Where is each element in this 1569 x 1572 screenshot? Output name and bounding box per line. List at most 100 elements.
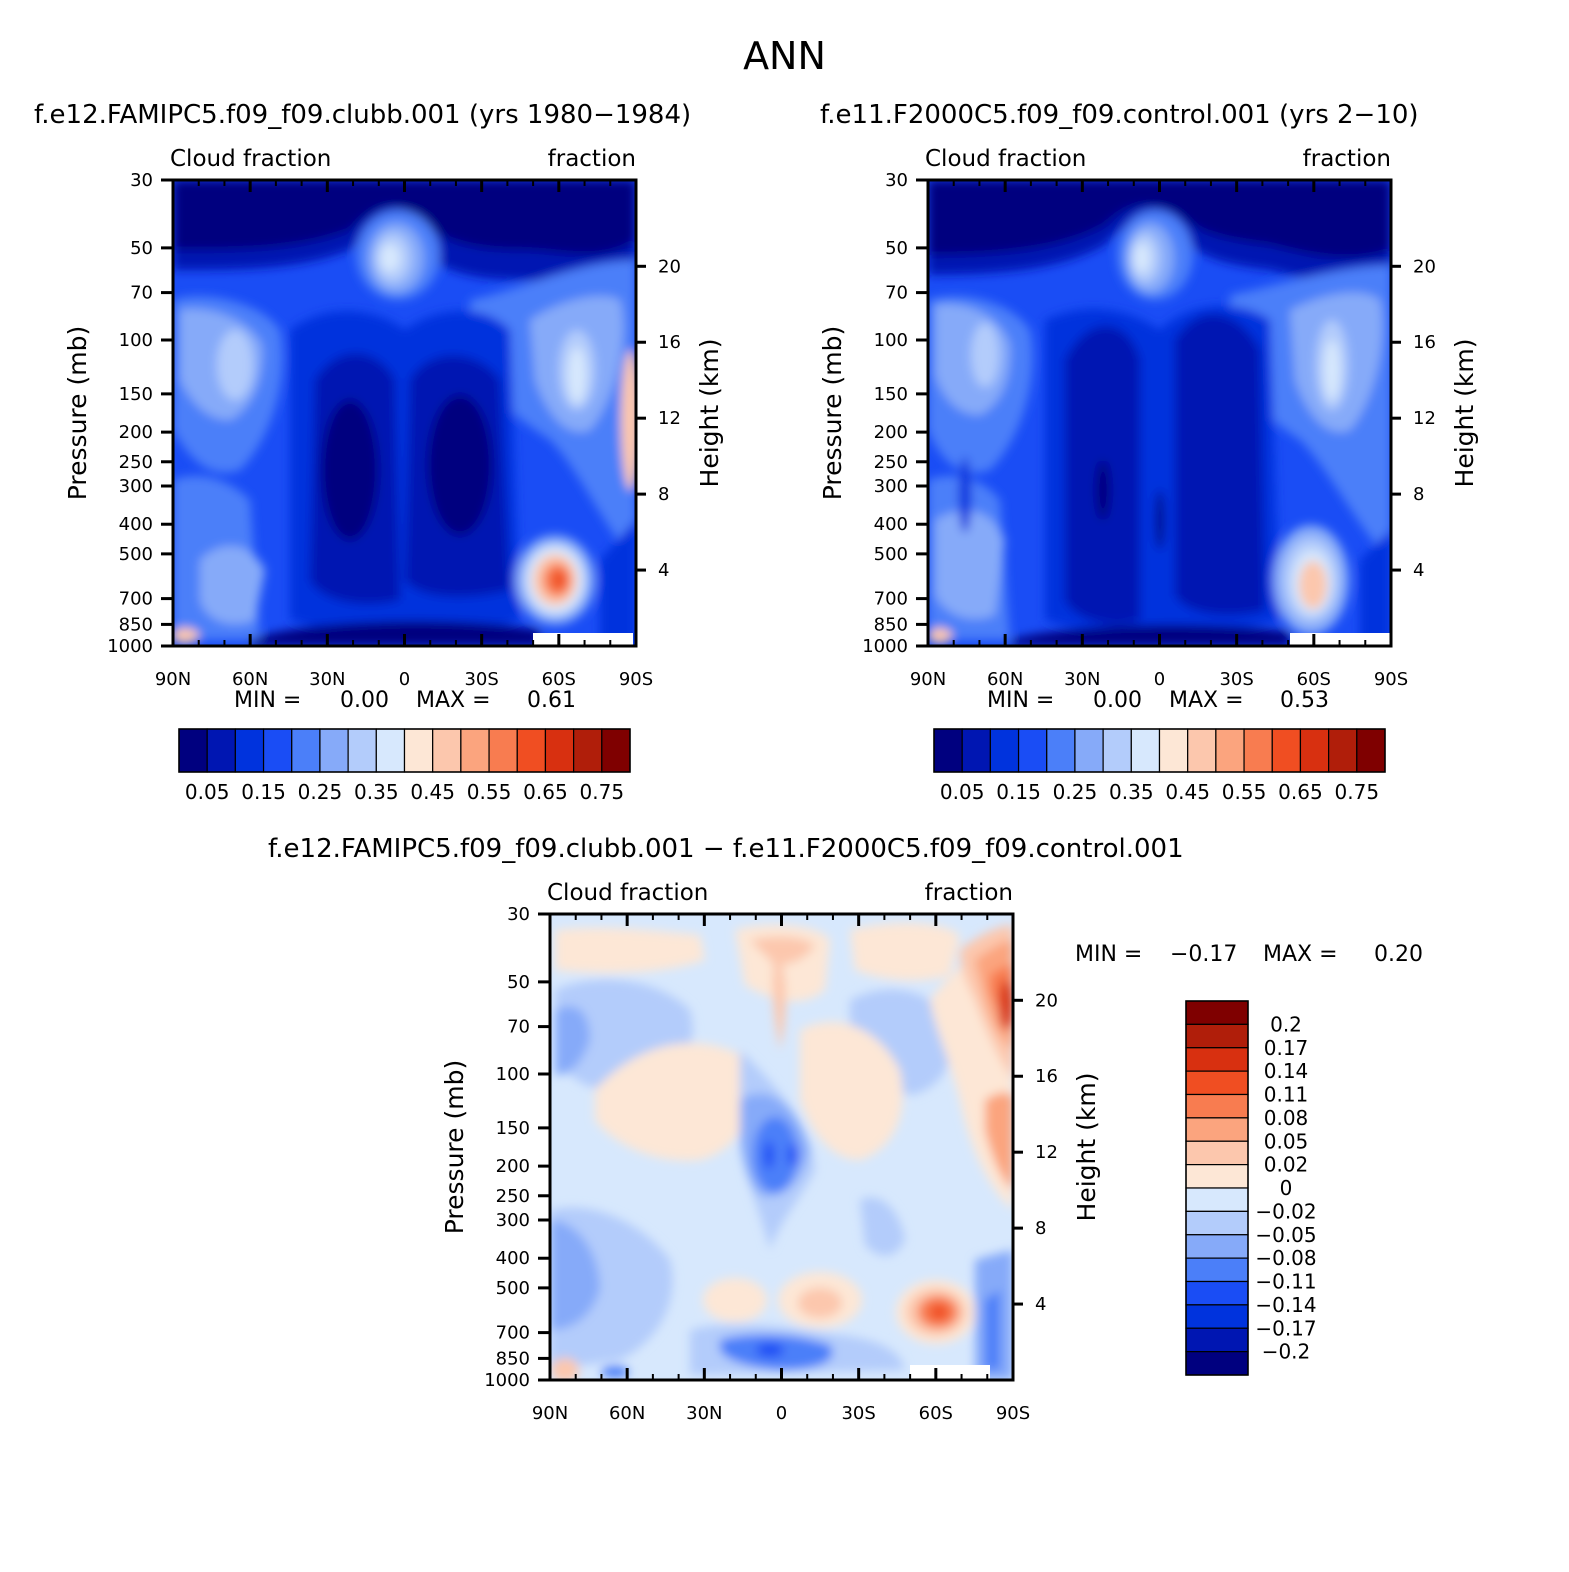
y-tick-label: 500 <box>496 1278 530 1299</box>
x-tick-label: 30N <box>686 1403 722 1424</box>
x-tick-label: 90S <box>996 1403 1030 1424</box>
panel-title-control: f.e11.F2000C5.f09_f09.control.001 (yrs 2… <box>820 100 1419 130</box>
y-tick-label: 70 <box>130 283 153 304</box>
colorbar-swatch <box>573 728 603 773</box>
colorbar-swatch <box>1017 728 1048 773</box>
y-axis-label: Pressure (mb) <box>63 326 92 500</box>
colorbar-swatch <box>1046 728 1076 773</box>
x-tick-label: 30S <box>464 669 498 690</box>
colorbar-label: −0.11 <box>1255 1270 1316 1294</box>
colorbar-swatch <box>1158 728 1189 773</box>
y-tick-label: 700 <box>874 589 908 610</box>
colorbar-label: 0.65 <box>1278 780 1323 804</box>
y2-tick-label: 12 <box>1035 1142 1058 1163</box>
right-label: fraction <box>548 146 636 172</box>
colorbar-swatch <box>601 728 631 773</box>
colorbar-swatch <box>1185 1140 1249 1166</box>
y-tick-label: 200 <box>119 422 153 443</box>
y-tick-label: 200 <box>874 422 908 443</box>
y-tick-label: 150 <box>874 384 908 405</box>
colorbar-label: 0.17 <box>1264 1036 1309 1060</box>
left-label: Cloud fraction <box>170 146 331 172</box>
colorbar-swatch <box>262 728 293 773</box>
colorbar-swatch <box>178 728 208 773</box>
x-tick-label: 90S <box>619 669 653 690</box>
contour-field-model <box>173 180 636 646</box>
colorbar-label: 0.11 <box>1264 1083 1309 1107</box>
colorbar-swatch <box>1185 1280 1249 1306</box>
colorbar-swatch <box>1185 1257 1249 1283</box>
min-label: MIN = <box>987 688 1054 713</box>
contour-field-difference <box>550 914 1013 1380</box>
colorbar-difference: 0.20.170.140.110.080.050.020−0.02−0.05−0… <box>1185 1000 1317 1376</box>
y-tick-label: 250 <box>119 452 153 473</box>
colorbar-label: 0.05 <box>1264 1129 1309 1153</box>
y2-tick-label: 12 <box>1413 408 1436 429</box>
colorbar-swatch <box>1185 1234 1249 1259</box>
x-tick-label: 90N <box>532 1403 568 1424</box>
colorbar-label: −0.14 <box>1255 1293 1316 1317</box>
min-label: MIN = <box>234 688 301 713</box>
max-label: MAX = <box>1169 688 1244 713</box>
y2-axis-label: Height (km) <box>1072 1073 1101 1222</box>
min-value: 0.00 <box>1093 688 1142 713</box>
right-label: fraction <box>1303 146 1391 172</box>
y-tick-label: 1000 <box>107 636 153 657</box>
colorbar-label: 0.08 <box>1264 1106 1309 1130</box>
max-value: 0.20 <box>1374 942 1423 967</box>
colorbar-label: 0.15 <box>241 780 286 804</box>
colorbar-label: 0.14 <box>1264 1059 1309 1083</box>
y-tick-label: 100 <box>874 330 908 351</box>
colorbar-label: 0.75 <box>580 780 625 804</box>
colorbar-frame <box>178 728 631 773</box>
colorbar-swatch <box>1185 1351 1249 1376</box>
colorbar-label: 0 <box>1280 1176 1293 1200</box>
y-tick-label: 850 <box>496 1348 530 1369</box>
colorbar-swatch <box>1185 1187 1249 1212</box>
colorbar-label: 0.35 <box>354 780 399 804</box>
y2-tick-label: 20 <box>658 256 681 277</box>
colorbar-frame <box>933 728 1386 773</box>
colorbar-label: 0.15 <box>996 780 1041 804</box>
axes-difference: 90N 60N 30N 0 30S 60S 90S 30 50 70 100 150 200 250 300… <box>484 904 1058 1424</box>
colorbar-swatch <box>1185 1023 1249 1049</box>
colorbar-control: 0.05 0.15 0.25 0.35 0.45 0.55 0.65 0.75 <box>933 728 1386 804</box>
y-tick-label: 400 <box>874 514 908 535</box>
colorbar-swatch <box>1102 728 1132 773</box>
x-tick-label: 90N <box>155 669 191 690</box>
colorbar-swatch <box>1185 1117 1249 1142</box>
colorbar-label: 0.35 <box>1109 780 1154 804</box>
colorbar-swatch <box>1185 1000 1249 1025</box>
y-tick-label: 850 <box>119 614 153 635</box>
max-value: 0.53 <box>1280 688 1329 713</box>
x-tick-label: 30S <box>841 1403 875 1424</box>
y-tick-label: 500 <box>874 544 908 565</box>
y-axis-label: Pressure (mb) <box>440 1060 469 1234</box>
colorbar-swatch <box>1185 1047 1249 1072</box>
y-tick-label: 30 <box>885 170 908 191</box>
y-tick-label: 250 <box>496 1186 530 1207</box>
colorbar-swatch <box>1130 728 1161 773</box>
colorbar-label: 0.05 <box>185 780 230 804</box>
y-tick-label: 400 <box>496 1248 530 1269</box>
main-title: ANN <box>743 34 826 78</box>
colorbar-swatch <box>403 728 434 773</box>
y-tick-label: 400 <box>119 514 153 535</box>
y-tick-label: 700 <box>119 589 153 610</box>
y-tick-label: 1000 <box>862 636 908 657</box>
colorbar-swatch <box>1299 728 1330 773</box>
max-label: MAX = <box>416 688 491 713</box>
y-tick-label: 50 <box>130 238 153 259</box>
y-tick-label: 200 <box>496 1156 530 1177</box>
colorbar-swatch <box>1215 728 1245 773</box>
min-value: −0.17 <box>1170 942 1237 967</box>
y-tick-label: 50 <box>507 972 530 993</box>
y2-tick-label: 16 <box>658 332 681 353</box>
colorbar-swatch <box>1185 1210 1249 1236</box>
y-tick-label: 850 <box>874 614 908 635</box>
x-tick-label: 90S <box>1374 669 1408 690</box>
colorbar-swatch <box>1271 728 1302 773</box>
colorbar-swatch <box>933 728 963 773</box>
y-tick-label: 150 <box>496 1118 530 1139</box>
colorbar-frame <box>1185 1000 1249 1376</box>
